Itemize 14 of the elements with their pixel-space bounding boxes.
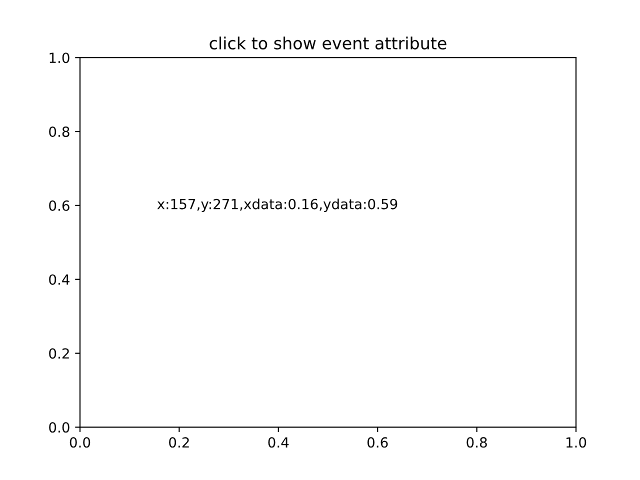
x-tick-label: 0.8 [466,437,487,448]
x-tick-label: 0.6 [367,437,388,448]
x-tick-label: 0.4 [268,437,289,448]
y-tick-label: 0.4 [49,274,70,285]
annotation: x:157,y:271,xdata:0.16,ydata:0.59 [157,198,398,212]
y-tick-label: 0.2 [49,348,69,359]
y-tick-label: 0.6 [49,200,70,211]
y-tick-label: 0.0 [49,422,70,433]
y-tick-label: 1.0 [50,52,70,64]
chart-title: click to show event attribute [210,36,446,50]
x-tick-label: 0.0 [70,437,90,448]
x-tick-label: 1.0 [566,437,586,448]
x-tick-label: 0.2 [169,437,189,448]
y-tick-label: 0.8 [49,126,70,137]
